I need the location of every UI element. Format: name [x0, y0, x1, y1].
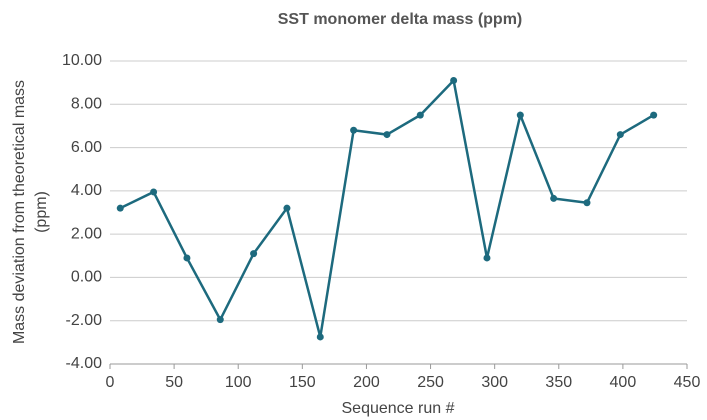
x-tick-label: 450 [674, 374, 701, 391]
x-tick-label: 250 [417, 374, 444, 391]
data-point [650, 111, 658, 119]
x-tick-label: 150 [289, 374, 316, 391]
x-tick-label: 50 [165, 374, 183, 391]
y-tick-label: -2.00 [66, 312, 103, 329]
data-point [250, 250, 258, 258]
y-axis-title: Mass deviation from theoretical mass [11, 80, 28, 344]
data-point [150, 188, 158, 196]
x-tick-label: 0 [106, 374, 115, 391]
data-point [283, 204, 291, 212]
data-point [383, 131, 391, 139]
y-tick-label: -4.00 [66, 355, 103, 372]
series-line [119, 77, 655, 338]
data-point [116, 204, 124, 212]
x-tick-label: 400 [610, 374, 637, 391]
chart-title: SST monomer delta mass (ppm) [278, 11, 523, 28]
x-tick-label: 100 [225, 374, 252, 391]
data-point [416, 111, 424, 119]
y-tick-label: 0.00 [71, 269, 102, 286]
data-point [316, 333, 324, 341]
data-point [483, 254, 491, 262]
data-point [350, 126, 358, 134]
data-point [516, 111, 524, 119]
x-tick-label: 200 [353, 374, 380, 391]
x-tick-label: 350 [545, 374, 572, 391]
x-axis-title: Sequence run # [342, 400, 455, 417]
y-tick-label: 4.00 [71, 182, 102, 199]
data-point [450, 76, 458, 84]
y-tick-label: 8.00 [71, 96, 102, 113]
y-tick-label: 2.00 [71, 225, 102, 242]
y-tick-label: 10.00 [62, 52, 102, 69]
x-tick-label: 300 [481, 374, 508, 391]
y-axis-title: (ppm) [33, 191, 50, 233]
data-point [216, 316, 224, 324]
data-point [550, 194, 558, 202]
data-point [616, 131, 624, 139]
data-point [583, 199, 591, 207]
y-tick-label: 6.00 [71, 139, 102, 156]
data-point [183, 254, 191, 262]
